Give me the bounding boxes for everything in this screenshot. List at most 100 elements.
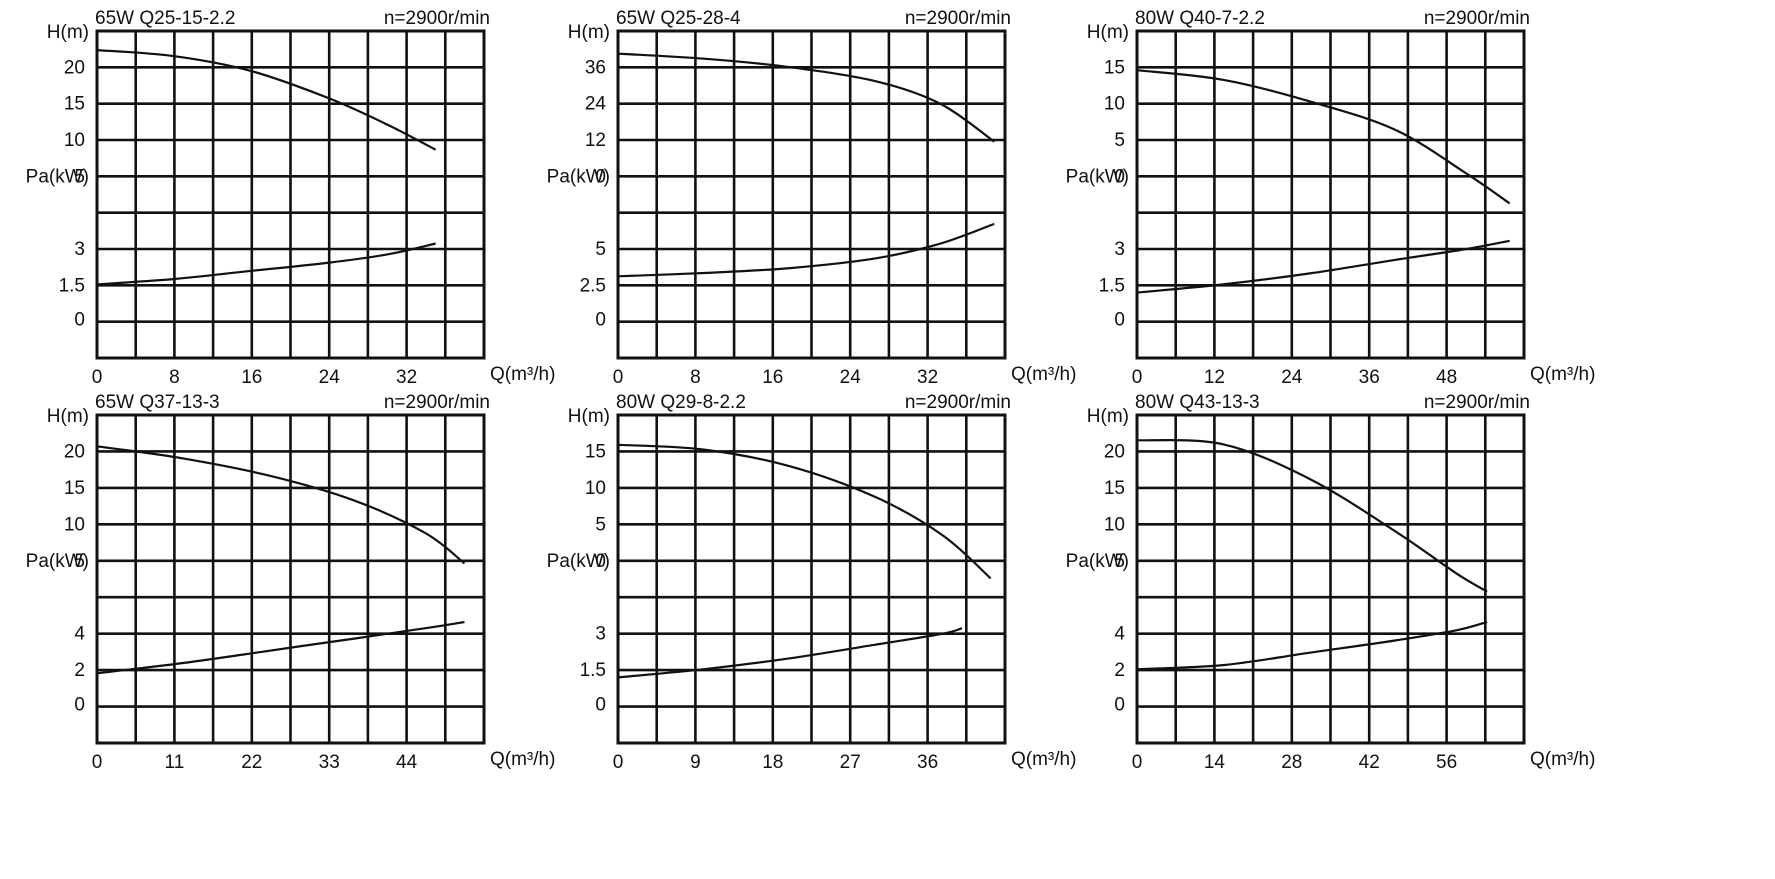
- power-tick-label: 0: [74, 695, 85, 716]
- head-tick-label: 0: [595, 551, 606, 572]
- head-curve: [96, 445, 466, 565]
- speed-label: n=2900r/min: [384, 8, 490, 29]
- head-tick-label: 5: [595, 514, 606, 535]
- power-axis-label: Pa(kW): [1066, 551, 1129, 572]
- flow-tick-label: 18: [762, 752, 783, 773]
- flow-tick-label: 12: [1204, 367, 1225, 388]
- flow-tick-label: 0: [92, 752, 103, 773]
- model-label: 65W Q25-28-4: [616, 8, 741, 29]
- flow-tick-label: 8: [169, 367, 180, 388]
- head-tick-label: 10: [585, 478, 606, 499]
- flow-tick-label: 0: [613, 367, 624, 388]
- head-axis-label: H(m): [47, 22, 89, 43]
- flow-tick-label: 24: [840, 367, 862, 388]
- power-axis-label: Pa(kW): [547, 166, 610, 187]
- head-axis-label: H(m): [1087, 406, 1129, 427]
- flow-tick-label: 16: [762, 367, 783, 388]
- flow-tick-label: 0: [613, 752, 624, 773]
- flow-tick-label: 0: [1132, 367, 1143, 388]
- head-tick-label: 20: [64, 57, 85, 78]
- power-tick-label: 1.5: [1099, 275, 1125, 296]
- flow-tick-label: 36: [917, 752, 938, 773]
- head-curve: [617, 52, 995, 143]
- power-curve: [96, 242, 436, 286]
- power-tick-label: 1.5: [580, 660, 606, 681]
- head-tick-label: 0: [595, 166, 606, 187]
- power-axis-label: Pa(kW): [1066, 166, 1129, 187]
- head-curve: [96, 49, 437, 151]
- model-label: 80W Q29-8-2.2: [616, 392, 746, 413]
- head-tick-label: 36: [585, 57, 606, 78]
- power-tick-label: 0: [1114, 695, 1125, 716]
- head-tick-label: 12: [585, 130, 606, 151]
- head-axis-label: H(m): [47, 406, 89, 427]
- flow-axis-label: Q(m³/h): [1011, 749, 1076, 770]
- power-tick-label: 0: [595, 310, 606, 331]
- flow-tick-label: 33: [319, 752, 340, 773]
- flow-tick-label: 14: [1204, 752, 1226, 773]
- flow-tick-label: 24: [1281, 367, 1303, 388]
- plot-frame: [1135, 413, 1526, 745]
- power-tick-label: 2: [1114, 660, 1125, 681]
- flow-tick-label: 36: [1359, 367, 1380, 388]
- head-tick-label: 10: [1104, 514, 1125, 535]
- head-tick-label: 20: [1104, 441, 1125, 462]
- plot-frame: [95, 29, 486, 360]
- head-curve: [1136, 69, 1511, 205]
- flow-axis-label: Q(m³/h): [1011, 364, 1076, 385]
- plot-frame: [1135, 29, 1526, 360]
- head-tick-label: 24: [585, 94, 607, 115]
- pump-chart-4: 65W Q37-13-3 n=2900r/min H(m) Pa(kW) Q(m³/h)…: [26, 392, 556, 773]
- pump-chart-3: 80W Q40-7-2.2 n=2900r/min H(m) Pa(kW) Q(m³/h…: [1066, 8, 1596, 388]
- head-tick-label: 10: [64, 514, 85, 535]
- head-tick-label: 15: [1104, 478, 1125, 499]
- head-axis-label: H(m): [1087, 22, 1129, 43]
- plot-frame: [616, 413, 1007, 745]
- head-tick-label: 5: [1114, 130, 1125, 151]
- flow-tick-label: 27: [840, 752, 861, 773]
- power-curve: [617, 222, 995, 278]
- power-curve: [1136, 239, 1510, 294]
- head-tick-label: 5: [74, 166, 85, 187]
- model-label: 65W Q37-13-3: [95, 392, 220, 413]
- head-tick-label: 5: [74, 551, 85, 572]
- head-curve: [617, 443, 992, 580]
- speed-label: n=2900r/min: [905, 392, 1011, 413]
- head-tick-label: 15: [64, 478, 85, 499]
- flow-tick-label: 42: [1359, 752, 1380, 773]
- flow-tick-label: 44: [396, 752, 418, 773]
- flow-tick-label: 11: [165, 752, 185, 773]
- power-tick-label: 2: [74, 660, 85, 681]
- flow-tick-label: 0: [1132, 752, 1143, 773]
- flow-axis-label: Q(m³/h): [1530, 749, 1595, 770]
- power-curve: [96, 620, 465, 675]
- power-tick-label: 2.5: [580, 275, 606, 296]
- head-curve: [1136, 439, 1488, 593]
- power-tick-label: 4: [74, 624, 85, 645]
- pump-chart-6: 80W Q43-13-3 n=2900r/min H(m) Pa(kW) Q(m³/h)…: [1066, 392, 1596, 773]
- pump-chart-2: 65W Q25-28-4 n=2900r/min H(m) Pa(kW) Q(m³/h)…: [547, 8, 1077, 388]
- power-tick-label: 0: [595, 695, 606, 716]
- flow-tick-label: 24: [319, 367, 341, 388]
- flow-tick-label: 16: [241, 367, 262, 388]
- head-axis-label: H(m): [568, 406, 610, 427]
- flow-axis-label: Q(m³/h): [1530, 364, 1595, 385]
- power-tick-label: 0: [1114, 310, 1125, 331]
- flow-tick-label: 9: [690, 752, 701, 773]
- plot-frame: [616, 29, 1007, 360]
- head-tick-label: 10: [1104, 94, 1125, 115]
- power-tick-label: 3: [595, 624, 606, 645]
- head-tick-label: 20: [64, 441, 85, 462]
- power-tick-label: 4: [1114, 624, 1125, 645]
- head-tick-label: 15: [585, 441, 606, 462]
- flow-tick-label: 28: [1281, 752, 1302, 773]
- flow-tick-label: 48: [1436, 367, 1457, 388]
- power-tick-label: 5: [595, 239, 606, 260]
- power-tick-label: 0: [74, 310, 85, 331]
- flow-axis-label: Q(m³/h): [490, 749, 555, 770]
- speed-label: n=2900r/min: [1424, 392, 1530, 413]
- flow-tick-label: 32: [917, 367, 938, 388]
- model-label: 80W Q43-13-3: [1135, 392, 1260, 413]
